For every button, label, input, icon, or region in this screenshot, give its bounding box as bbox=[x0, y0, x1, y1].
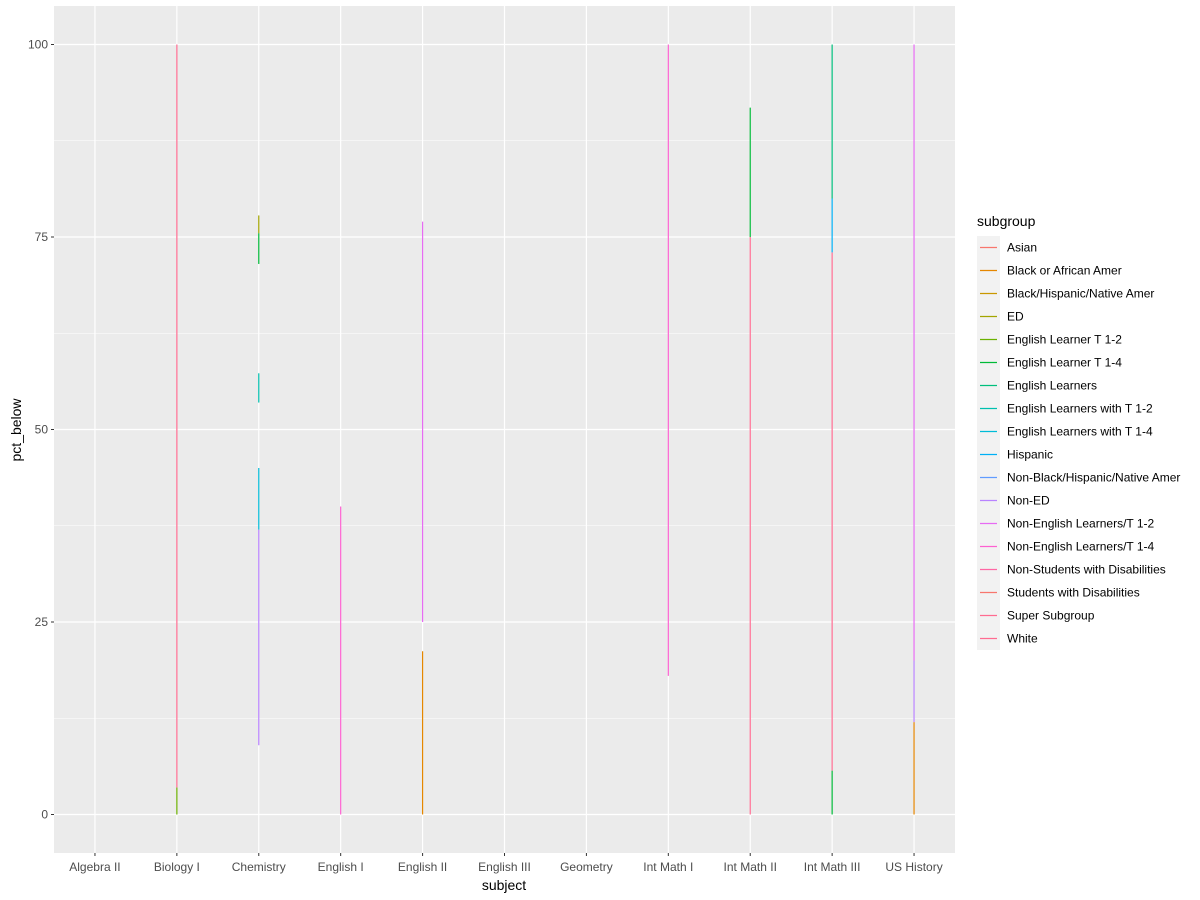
y-tick-label: 100 bbox=[28, 38, 48, 52]
x-axis: Algebra II Biology I Chemistry English I Eng… bbox=[69, 853, 943, 874]
legend-label: White bbox=[1007, 632, 1038, 646]
legend-label: Non-ED bbox=[1007, 494, 1050, 508]
legend-label: ED bbox=[1007, 310, 1024, 324]
legend-label: Non-Black/Hispanic/Native Amer bbox=[1007, 471, 1180, 485]
data-segments bbox=[176, 44, 915, 815]
legend-key-background bbox=[977, 236, 1000, 650]
x-tick-label: Algebra II bbox=[69, 860, 120, 874]
y-tick-label: 0 bbox=[41, 808, 48, 822]
y-tick-label: 75 bbox=[35, 230, 49, 244]
x-tick-label: Int Math I bbox=[643, 860, 693, 874]
y-axis: 0 25 50 75 100 bbox=[28, 38, 54, 822]
legend-label: Non-English Learners/T 1-2 bbox=[1007, 517, 1155, 531]
x-tick-label: English III bbox=[478, 860, 531, 874]
legend-label: Non-English Learners/T 1-4 bbox=[1007, 540, 1155, 554]
x-tick-label: US History bbox=[885, 860, 942, 874]
legend-label: English Learners with T 1-2 bbox=[1007, 402, 1153, 416]
legend-items: Asian Black or African Amer Black/Hispanic… bbox=[980, 241, 1180, 646]
legend-label: Super Subgroup bbox=[1007, 609, 1095, 623]
x-tick-label: English II bbox=[398, 860, 447, 874]
legend-label: English Learners bbox=[1007, 379, 1097, 393]
y-tick-label: 25 bbox=[35, 615, 49, 629]
x-tick-label: Biology I bbox=[154, 860, 200, 874]
y-tick-label: 50 bbox=[35, 423, 49, 437]
legend-label: English Learner T 1-4 bbox=[1007, 356, 1122, 370]
y-axis-title: pct_below bbox=[8, 398, 24, 462]
legend-label: Students with Disabilities bbox=[1007, 586, 1140, 600]
x-tick-label: Int Math III bbox=[804, 860, 861, 874]
x-tick-label: Int Math II bbox=[724, 860, 777, 874]
x-tick-label: Chemistry bbox=[232, 860, 286, 874]
legend-label: English Learners with T 1-4 bbox=[1007, 425, 1153, 439]
x-axis-title: subject bbox=[482, 877, 526, 893]
x-tick-label: Geometry bbox=[560, 860, 613, 874]
legend-label: Hispanic bbox=[1007, 448, 1053, 462]
legend-label: Black/Hispanic/Native Amer bbox=[1007, 287, 1154, 301]
x-tick-label: English I bbox=[318, 860, 364, 874]
legend-label: Black or African Amer bbox=[1007, 264, 1122, 278]
legend-label: Asian bbox=[1007, 241, 1037, 255]
legend-title: subgroup bbox=[977, 213, 1036, 229]
legend-label: Non-Students with Disabilities bbox=[1007, 563, 1166, 577]
legend: subgroup Asian Black or African Amer Black… bbox=[977, 213, 1180, 650]
legend-label: English Learner T 1-2 bbox=[1007, 333, 1122, 347]
